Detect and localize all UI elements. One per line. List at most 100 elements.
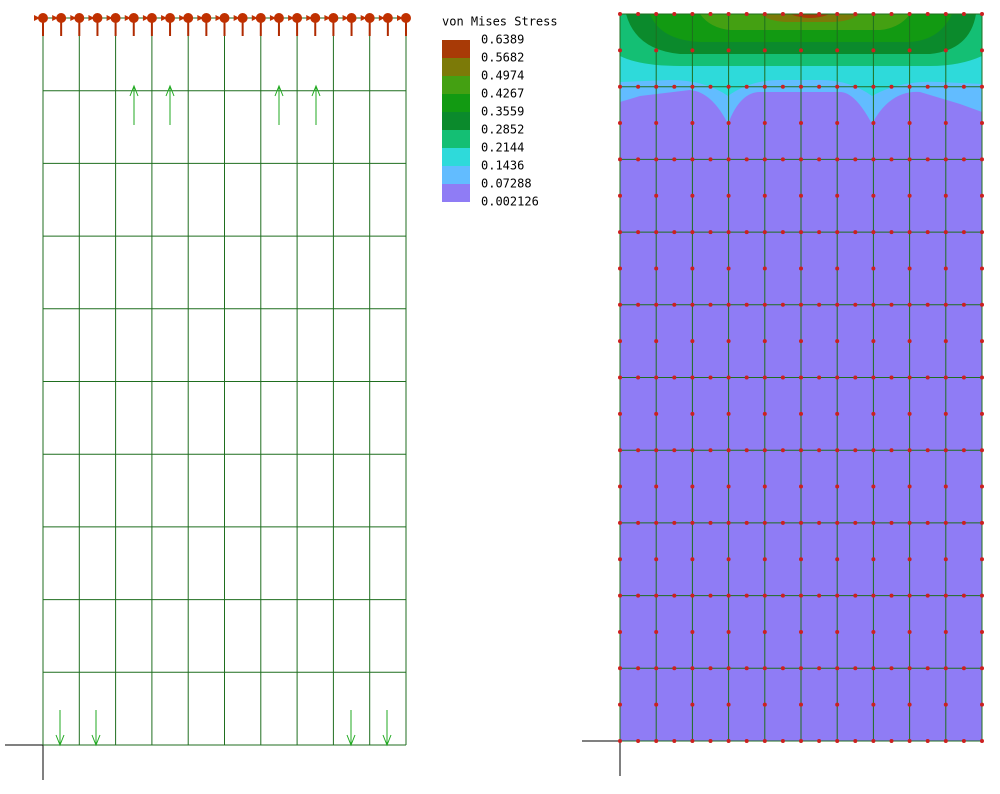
node — [835, 739, 840, 743]
node — [980, 48, 984, 53]
node — [907, 484, 912, 489]
support-arrow — [251, 15, 258, 21]
node — [690, 12, 695, 16]
node — [654, 411, 659, 416]
node — [907, 121, 912, 126]
node — [799, 629, 803, 634]
node — [744, 12, 749, 16]
node — [708, 375, 713, 380]
node — [799, 739, 803, 743]
node — [925, 666, 930, 671]
node — [907, 702, 912, 707]
support-pin — [292, 13, 303, 23]
support-pin — [237, 13, 248, 23]
node — [708, 302, 713, 307]
support-pin — [110, 13, 121, 23]
node — [980, 739, 984, 743]
node — [943, 12, 948, 16]
legend-title: von Mises Stress — [442, 15, 558, 29]
node — [762, 230, 767, 235]
node — [780, 12, 785, 16]
support-pin — [364, 13, 375, 23]
node — [654, 557, 659, 562]
node — [726, 666, 731, 671]
node — [690, 520, 695, 525]
node — [980, 411, 984, 416]
node — [799, 266, 803, 271]
node — [654, 193, 659, 198]
node — [780, 739, 785, 743]
support-arrow — [179, 15, 186, 21]
node — [925, 448, 930, 453]
support-arrow — [360, 15, 367, 21]
node — [871, 666, 876, 671]
node — [654, 448, 659, 453]
node — [726, 302, 731, 307]
node — [907, 629, 912, 634]
node — [817, 12, 822, 16]
node — [762, 266, 767, 271]
legend-swatch — [442, 184, 470, 202]
legend-label: 0.07288 — [481, 177, 532, 191]
node — [744, 593, 749, 598]
node — [907, 339, 912, 344]
legend-label: 0.6389 — [481, 33, 524, 47]
node — [654, 375, 659, 380]
node — [835, 84, 840, 89]
legend-swatch — [442, 166, 470, 184]
support-pin — [165, 13, 176, 23]
node — [654, 48, 659, 53]
node — [980, 266, 984, 271]
legend-label: 0.2852 — [481, 123, 524, 137]
node — [744, 230, 749, 235]
node — [835, 375, 840, 380]
node — [835, 48, 840, 53]
node — [618, 520, 622, 525]
node — [907, 12, 912, 16]
node — [799, 593, 803, 598]
node — [654, 520, 659, 525]
legend-swatch — [442, 58, 470, 76]
legend-swatch — [442, 40, 470, 58]
node — [889, 448, 894, 453]
support-pin — [92, 13, 103, 23]
node — [871, 121, 876, 126]
node — [853, 520, 858, 525]
node — [835, 520, 840, 525]
node — [980, 375, 984, 380]
load-arrow-head — [346, 734, 356, 747]
node — [654, 121, 659, 126]
node — [853, 230, 858, 235]
node — [672, 448, 677, 453]
support-arrow — [52, 15, 59, 21]
node — [690, 448, 695, 453]
node — [726, 702, 731, 707]
support-pin — [310, 13, 321, 23]
node — [835, 629, 840, 634]
support-pin — [128, 13, 139, 23]
node — [672, 157, 677, 162]
node — [980, 12, 984, 16]
node — [799, 339, 803, 344]
node — [654, 230, 659, 235]
node — [835, 266, 840, 271]
node — [961, 230, 966, 235]
node — [744, 302, 749, 307]
node — [654, 266, 659, 271]
node — [980, 629, 984, 634]
node — [690, 702, 695, 707]
node — [744, 520, 749, 525]
node — [636, 448, 641, 453]
node — [654, 157, 659, 162]
node — [762, 739, 767, 743]
node — [762, 193, 767, 198]
node — [871, 266, 876, 271]
node — [799, 375, 803, 380]
node — [744, 375, 749, 380]
node — [817, 666, 822, 671]
node — [708, 157, 713, 162]
support-arrow — [306, 15, 313, 21]
support-pin — [56, 13, 67, 23]
node — [708, 739, 713, 743]
